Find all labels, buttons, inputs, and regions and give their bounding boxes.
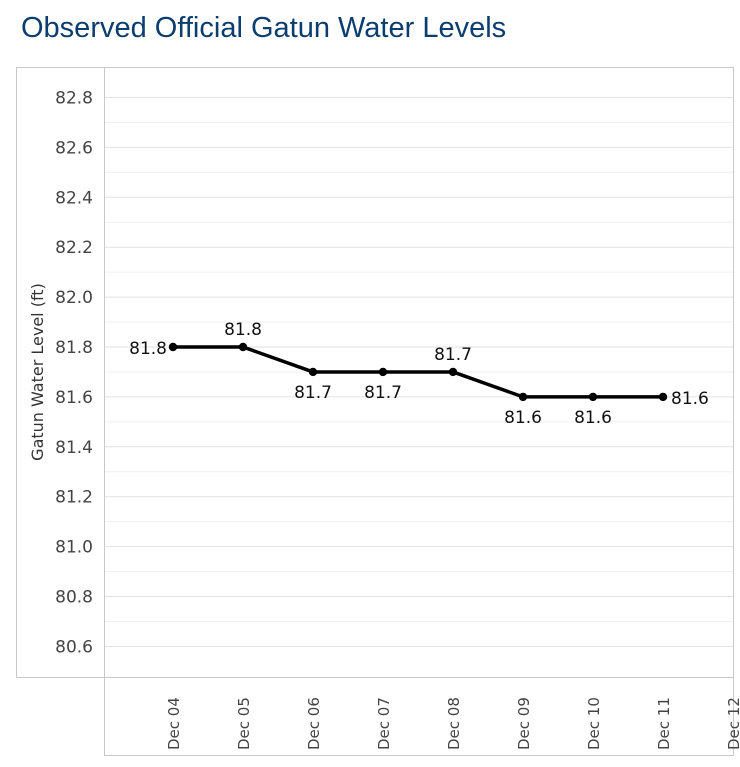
- data-label: 81.6: [574, 408, 612, 428]
- x-tick-label: Dec 11: [655, 697, 673, 750]
- y-tick-label: 82.8: [55, 89, 93, 109]
- data-point: [448, 367, 458, 377]
- data-point: [308, 367, 318, 377]
- data-point: [238, 342, 248, 352]
- data-label: 81.6: [671, 389, 709, 409]
- x-axis-frame: [104, 677, 734, 756]
- data-label: 81.7: [294, 383, 332, 403]
- data-label: 81.7: [364, 383, 402, 403]
- y-tick-label: 81.8: [55, 338, 93, 358]
- data-label: 81.7: [434, 345, 472, 365]
- y-tick-label: 82.4: [55, 188, 93, 208]
- data-label: 81.8: [224, 320, 262, 340]
- chart-title: Observed Official Gatun Water Levels: [21, 12, 507, 44]
- x-tick-label: Dec 04: [165, 697, 183, 750]
- data-point: [168, 342, 178, 352]
- y-tick-label: 81.4: [55, 438, 93, 458]
- x-tick-label: Dec 08: [445, 697, 463, 750]
- y-tick-label: 81.0: [55, 538, 93, 558]
- x-tick-label: Dec 10: [585, 697, 603, 750]
- y-tick-label: 81.2: [55, 488, 93, 508]
- y-tick-label: 82.2: [55, 238, 93, 258]
- data-label: 81.8: [129, 339, 167, 359]
- y-tick-label: 82.6: [55, 138, 93, 158]
- y-tick-label: 82.0: [55, 288, 93, 308]
- data-point: [588, 392, 598, 402]
- y-tick-label: 81.6: [55, 388, 93, 408]
- y-axis-label: Gatun Water Level (ft): [28, 283, 47, 461]
- data-point: [518, 392, 528, 402]
- data-label: 81.6: [504, 408, 542, 428]
- x-tick-label: Dec 05: [235, 697, 253, 750]
- y-tick-label: 80.8: [55, 588, 93, 608]
- x-tick-label: Dec 06: [305, 697, 323, 750]
- x-tick-label: Dec 09: [515, 697, 533, 750]
- series-line: [173, 345, 663, 399]
- data-point: [378, 367, 388, 377]
- data-point: [658, 392, 668, 402]
- x-tick-label: Dec 12: [725, 697, 740, 750]
- x-tick-label: Dec 07: [375, 697, 393, 750]
- y-tick-label: 80.6: [55, 637, 93, 657]
